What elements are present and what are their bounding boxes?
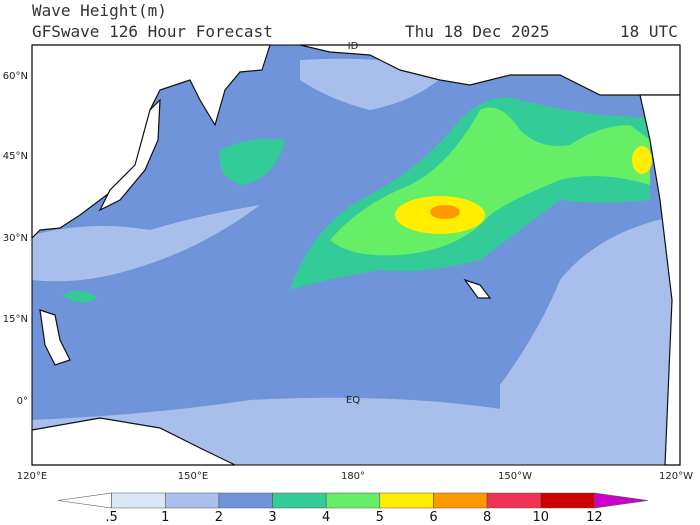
colorbar-segment [218, 492, 273, 509]
colorbar-segment [594, 492, 649, 509]
colorbar-segment [325, 492, 381, 509]
land [98, 98, 161, 212]
subtitle: GFSwave 126 Hour Forecast [32, 22, 273, 41]
land [39, 309, 71, 366]
lon-label: 120°W [659, 471, 693, 482]
colorbar-label: 1 [161, 510, 169, 525]
lat-label: 30°N [3, 233, 28, 244]
time: 18 UTC [620, 22, 678, 41]
annotation: EQ [346, 395, 360, 406]
colorbar-label: 8 [483, 510, 491, 525]
colorbar-label: 2 [215, 510, 223, 525]
colorbar-label: 3 [268, 510, 276, 525]
colorbar-segment [164, 492, 220, 509]
colorbar-label: 6 [429, 510, 437, 525]
colorbar-segment [272, 492, 327, 509]
land [463, 278, 492, 299]
map [31, 44, 681, 466]
lon-label: 180° [341, 471, 365, 482]
colorbar-label: .5 [105, 510, 117, 525]
colorbar-label: 12 [586, 510, 603, 525]
colorbar-segment [486, 492, 542, 509]
colorbar-label: 5 [376, 510, 384, 525]
title: Wave Height(m) [32, 1, 167, 20]
colorbar-segment [57, 492, 112, 509]
lat-label: 60°N [3, 71, 28, 82]
colorbar: .5 1 2 3 4 5 6 8 10 12 [57, 492, 649, 525]
lat-label: 0° [17, 396, 28, 407]
lat-label: 45°N [3, 151, 28, 162]
land [31, 44, 271, 240]
colorbar-segment [111, 492, 166, 509]
light-zone [500, 215, 680, 465]
colorbar-label: 10 [532, 510, 549, 525]
wave-zone [632, 146, 652, 174]
lat-label: 15°N [3, 314, 28, 325]
colorbar-segment [379, 492, 434, 509]
colorbar-label: 4 [322, 510, 330, 525]
date: Thu 18 Dec 2025 [405, 22, 550, 41]
colorbar-segment [433, 492, 488, 509]
map-frame [31, 44, 681, 466]
lon-label: 150°E [178, 471, 208, 482]
annotation: ID [348, 41, 359, 52]
lon-label: 120°E [17, 471, 47, 482]
wave-zone [219, 138, 285, 185]
lon-label: 150°W [498, 471, 532, 482]
wave-zone [430, 205, 460, 219]
colorbar-segment [540, 492, 595, 509]
light-zone [32, 205, 260, 282]
wave-zone [62, 290, 98, 303]
